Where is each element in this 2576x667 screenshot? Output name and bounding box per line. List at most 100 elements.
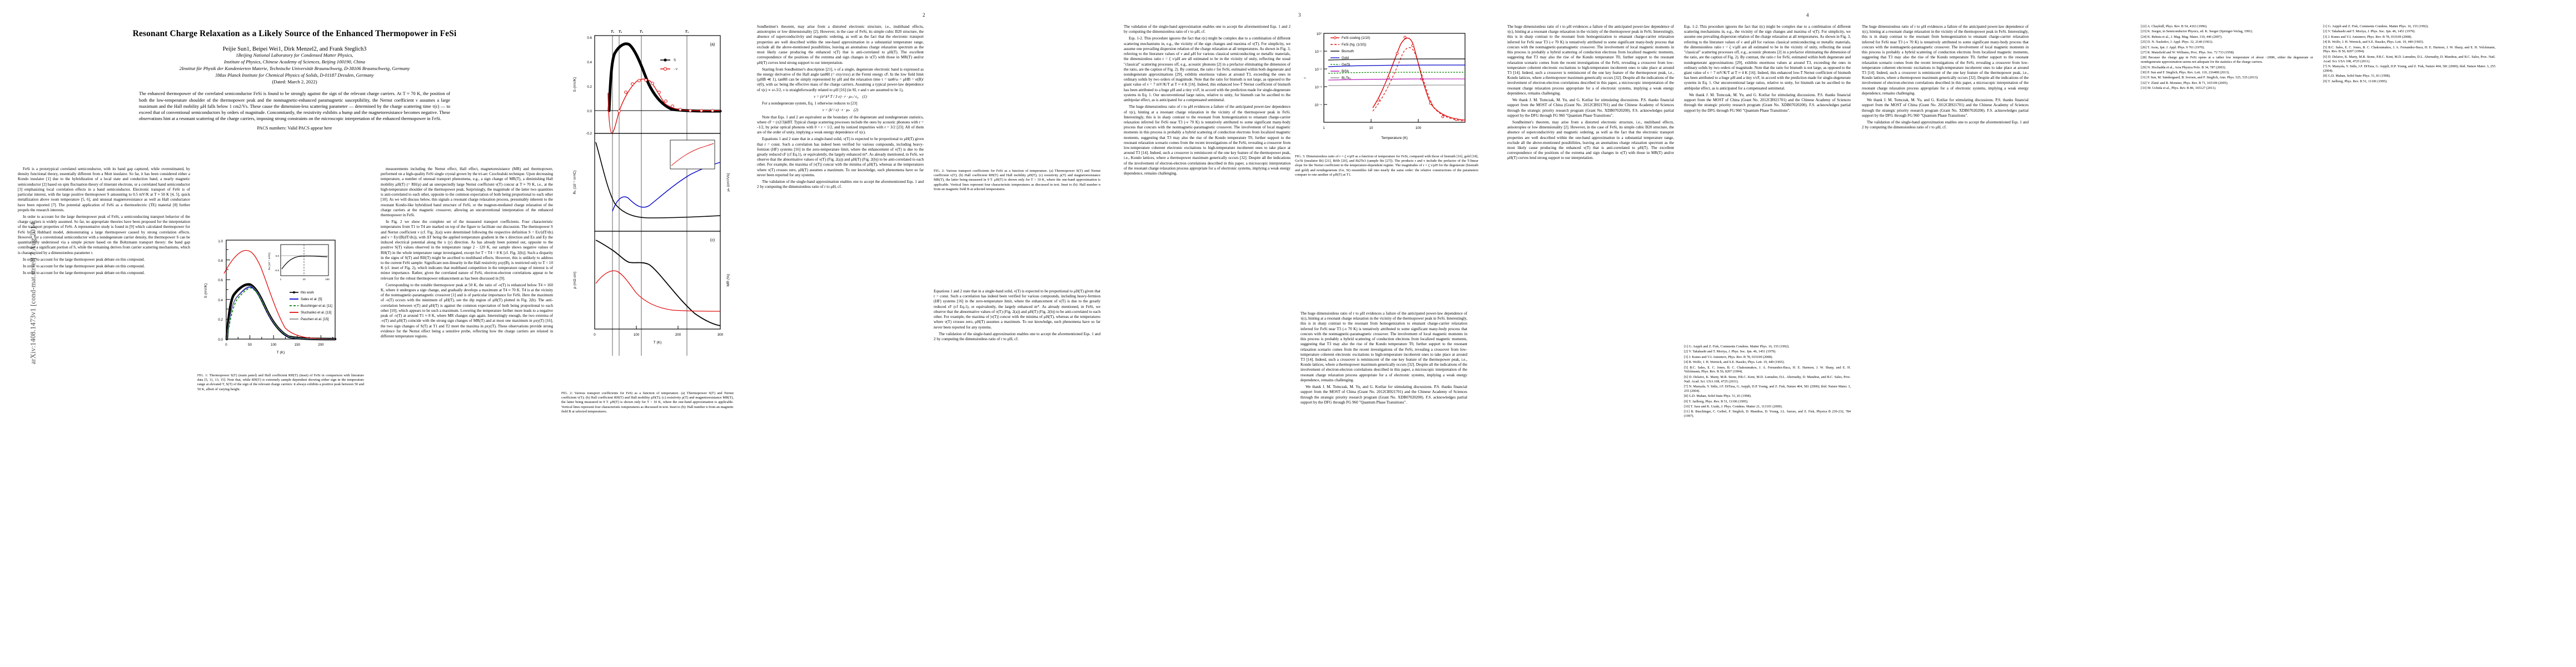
reference-item: [8] G.D. Mahan, Solid State Phys. 51, 81… (2323, 74, 2391, 78)
reference-item: [3] J. Kunes and V.I. Anisimov, Phys. Re… (2323, 34, 2413, 39)
svg-text:10: 10 (302, 278, 306, 281)
svg-text:100: 100 (325, 278, 330, 281)
paragraph: We thank J. M. Tomczak, M. Yu, and G. Ko… (1301, 385, 1467, 405)
reference-item: [26] T. Asou, Jpn. J. Appl. Phys. 9 761 … (2141, 45, 2205, 49)
svg-text:S: S (674, 58, 676, 62)
page-number-4: 4 (1806, 12, 1809, 18)
svg-text:1.0: 1.0 (218, 240, 223, 243)
svg-text:200: 200 (318, 343, 324, 347)
page-2: 2 Sondheimer's theorem, may arise from a… (745, 0, 1112, 667)
svg-text:MR (%): MR (%) (726, 274, 730, 286)
paragraph: Sondheimer's theorem, may arise from a d… (1507, 120, 1674, 161)
svg-text:-0.2: -0.2 (586, 132, 592, 136)
reference-item: [33] M. Uchida et al., Phys. Rev. B 86, … (2141, 86, 2216, 90)
paragraph: Sondheimer's theorem, may arise from a d… (757, 24, 924, 65)
svg-text:Gold: Gold (1342, 56, 1349, 60)
paragraph: The validation of the single-band approx… (934, 331, 1100, 341)
svg-text:0.0: 0.0 (276, 255, 280, 257)
reference-item: [4] B. Wolfe, J. H. Wernick, and S.E. Ha… (2323, 40, 2424, 44)
paragraph: Note that Eqs. 1 and 2 are equivalent as… (757, 115, 924, 135)
page-number-2: 2 (923, 12, 925, 18)
figure-1-caption: FIG. 1: Thermopower S(T) (main panel) an… (197, 374, 364, 391)
page4-column-1: The huge dimensionless ratio of r to μH … (1507, 24, 1674, 653)
page4-column-3: The huge dimensionless ratio of r to μH … (1862, 24, 2029, 653)
svg-text:10⁻⁴: 10⁻⁴ (1314, 103, 1322, 107)
paragraph: Eqs. 1-2. This procedure ignores the fac… (1684, 24, 1851, 91)
svg-text:0.0: 0.0 (587, 109, 592, 113)
svg-text:0.6: 0.6 (587, 36, 592, 40)
svg-text:Paschen et al. [15]: Paschen et al. [15] (301, 317, 329, 321)
svg-text:50: 50 (248, 343, 252, 347)
svg-text:10⁰: 10⁰ (1317, 32, 1322, 36)
references-column-c: [1] G. Aeppli and Z. Fisk, Comments Cond… (2323, 24, 2495, 84)
dated-line: (Dated: March 2, 2022) (272, 79, 317, 85)
affiliation-1: 1Beijing National Laboratory for Condens… (236, 52, 353, 58)
paragraph: Corresponding to the notable thermopower… (381, 282, 553, 339)
svg-text:0: 0 (225, 343, 227, 347)
reference-item: [7] N. Manyala, Y. Sidis, J.F. DiTusa, G… (1684, 385, 1851, 393)
references-column-b: [22] A. Chaykidl, Phys. Rev. B 54, 4163 … (2141, 24, 2313, 91)
paragraph: In order to account for the large thermo… (18, 214, 190, 255)
svg-text:300: 300 (718, 333, 724, 337)
svg-text:Ge/Si: Ge/Si (1342, 63, 1350, 67)
reference-item: [24] K. Behnia et al., J. Mag. Mag. Mate… (2141, 34, 2223, 39)
svg-text:0.6: 0.6 (218, 278, 223, 282)
paragraph: We thank J. M. Tomczak, M. Yu, and G. Ko… (1862, 98, 2029, 118)
svg-text:T₄: T₄ (685, 30, 689, 34)
svg-text:0.2: 0.2 (587, 85, 592, 89)
reference-item: [6] D. Delaive, K. Marty, M.R. Stone, P.… (1684, 375, 1851, 384)
figure-2-caption-copy: FIG. 2: Various transport coefficients f… (934, 169, 1100, 191)
paragraph: Equations 1 and 2 state that in a single… (757, 137, 924, 177)
reference-item: [10] T. Sass and K. Uzaki, J. Phys. Cond… (1684, 405, 1783, 409)
reference-item: [3] J. Kunes and V.I. Anisimov, Phys. Re… (1684, 355, 1773, 359)
svg-text:Rₕ (10⁻⁷ m³/C): Rₕ (10⁻⁷ m³/C) (573, 171, 577, 195)
reference-item: [9] T. Jarlborg, Phys. Rev. B 51, 11106 … (1684, 399, 1748, 404)
svg-text:(a): (a) (710, 42, 715, 47)
reference-item: [32] V. Zlatić and R. Monnier, Phys. Rev… (2141, 81, 2229, 85)
paragraph: We thank J. M. Tomczak, M. Yu, and G. Ko… (1507, 98, 1674, 118)
paragraph: The huge dimensionless ratio of r to μH … (1507, 24, 1674, 96)
page3-column-2: The huge dimensionless ratio of r to μH … (1301, 311, 1467, 650)
figure-3-plot: r Temperature (K) 1 10 100 10⁰ 10⁻¹ 10⁻²… (1303, 32, 1466, 140)
svg-text:S (mV/K): S (mV/K) (204, 283, 208, 298)
svg-text:(c): (c) (710, 237, 715, 242)
svg-text:150: 150 (295, 343, 301, 347)
affiliation-1b: Institute of Physics, Chinese Academy of… (224, 58, 365, 64)
reference-item: [25] D. N. Nasledov, J. Appl. Phys. 32, … (2141, 40, 2214, 44)
paragraph: The huge dimensionless ratio of r to μH … (1124, 104, 1291, 176)
svg-text:r: r (1303, 77, 1307, 78)
reference-item: [2] V. Takahashi and T. Moriya, J. Phys.… (2323, 29, 2415, 34)
svg-text:10: 10 (1369, 126, 1373, 130)
paragraph: measurements including the Nernst effect… (381, 167, 553, 217)
paragraph: The validation of the single-band approx… (1862, 120, 2029, 130)
figure-1-plot: 0.0 0.2 0.4 0.6 0.8 1.0 S (mV/K) 0 50 (204, 240, 337, 355)
svg-text:this work: this work (301, 291, 315, 295)
svg-text:Sluchanko et al. [13]: Sluchanko et al. [13] (301, 311, 332, 315)
svg-text:Sales et al. [5]: Sales et al. [5] (301, 297, 322, 301)
svg-text:-0.5: -0.5 (275, 269, 279, 272)
svg-text:1: 1 (1323, 126, 1325, 130)
svg-text:ρ (mΩ cm): ρ (mΩ cm) (573, 271, 577, 288)
paragraph: The validation of the single-band approx… (1124, 24, 1291, 34)
page-1: arXiv:1408.1473v1 [cond-mat.str-el] 7 Au… (0, 0, 745, 667)
svg-text:0.2: 0.2 (218, 318, 223, 322)
references-column-a: [1] G. Aeppli and Z. Fisk, Comments Cond… (1684, 345, 1851, 420)
affiliation-3: 3Max Planck Institute for Chemical Physi… (215, 72, 374, 78)
svg-text:T₃: T₃ (640, 30, 644, 34)
page1-column-1: FeSi is a prototypical correlated semico… (18, 167, 190, 656)
svg-text:0.4: 0.4 (587, 61, 592, 64)
svg-text:200: 200 (675, 333, 681, 337)
paragraph: In order to account for the large thermo… (23, 271, 145, 276)
svg-text:T₂: T₂ (619, 30, 622, 34)
reference-item: [1] G. Aeppli and Z. Fisk, Comments Cond… (2323, 24, 2429, 28)
svg-text:10⁻²: 10⁻² (1315, 68, 1322, 72)
paragraph: FeSi is a prototypical correlated semico… (18, 167, 190, 212)
svg-text:Buschinger et al. [11]: Buschinger et al. [11] (301, 304, 332, 308)
svg-text:10⁻¹: 10⁻¹ (1315, 50, 1322, 54)
svg-text:Rₕ (10⁻⁷ m³/C): Rₕ (10⁻⁷ m³/C) (268, 252, 271, 270)
svg-text:Temperature (K): Temperature (K) (1381, 136, 1408, 140)
svg-text:Bi₂Te₃: Bi₂Te₃ (1342, 76, 1351, 80)
reference-item: [2] V. Takahashi and T. Moriya, J. Phys.… (1684, 350, 1776, 354)
figure-2-caption: FIG. 2: Various transport coefficients f… (561, 391, 734, 414)
